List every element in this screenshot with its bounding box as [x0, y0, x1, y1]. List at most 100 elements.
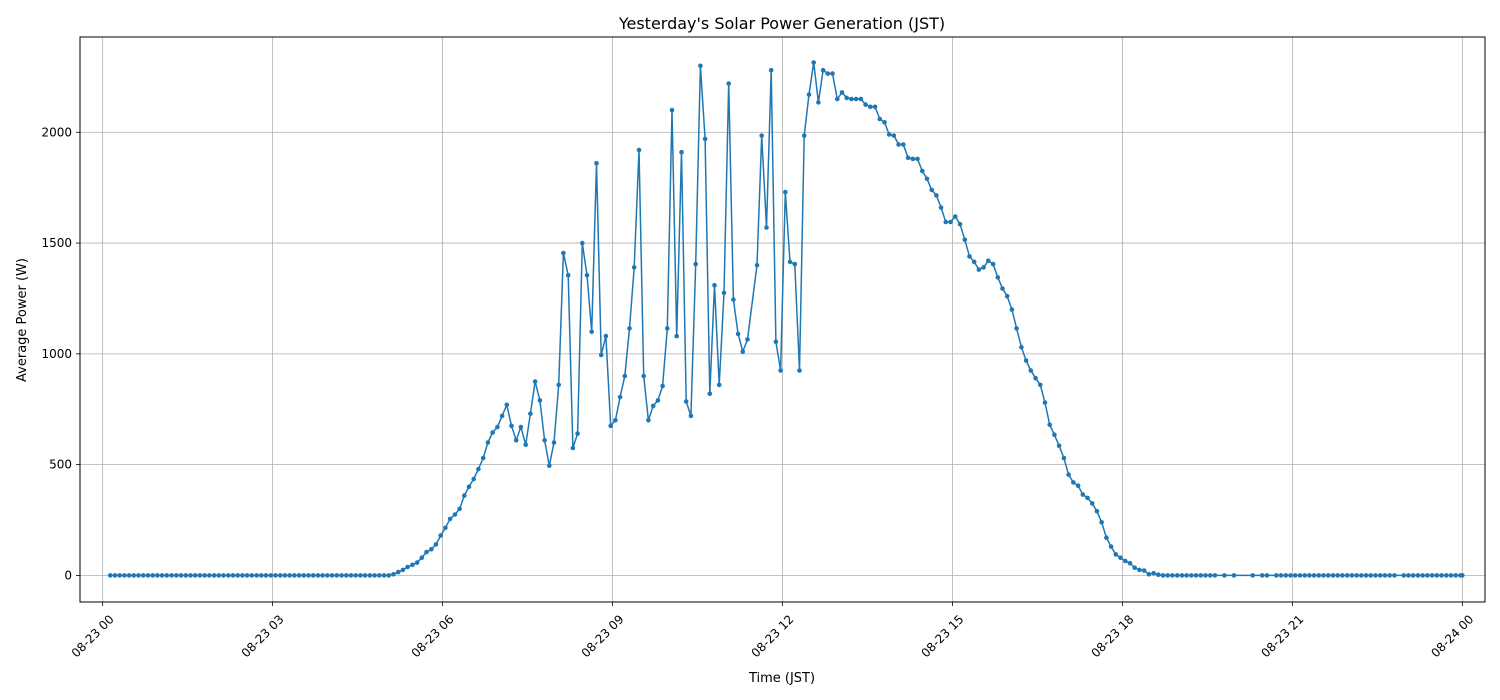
x-tick-label: 08-23 15	[918, 612, 966, 660]
data-point	[122, 573, 127, 578]
data-point	[424, 549, 429, 555]
data-point	[594, 161, 599, 166]
data-point	[254, 573, 259, 578]
data-point	[277, 573, 283, 578]
data-point	[1170, 573, 1175, 578]
data-point	[126, 573, 132, 578]
data-point	[306, 573, 311, 578]
data-point	[1460, 573, 1465, 578]
data-point	[556, 382, 561, 388]
x-tick-label: 08-23 06	[409, 612, 457, 660]
data-point	[240, 573, 245, 578]
data-point	[806, 92, 812, 97]
data-point	[1302, 573, 1307, 578]
x-tick-label: 08-23 21	[1258, 612, 1306, 660]
data-point	[211, 573, 217, 578]
data-point	[485, 440, 491, 445]
data-point	[1089, 501, 1095, 506]
data-point	[1193, 573, 1199, 578]
data-point	[830, 71, 835, 76]
data-point	[386, 573, 392, 578]
data-point	[249, 573, 255, 578]
y-tick-label: 500	[49, 458, 72, 472]
data-point	[226, 573, 231, 578]
data-point	[325, 573, 330, 578]
data-point	[1156, 572, 1161, 577]
data-point	[1189, 573, 1194, 578]
data-point	[1056, 443, 1062, 449]
data-point	[693, 261, 698, 267]
data-point	[570, 445, 576, 451]
data-point	[358, 573, 363, 578]
data-point	[948, 219, 953, 225]
data-point	[778, 368, 783, 373]
data-point	[1033, 375, 1038, 381]
data-point	[221, 573, 226, 578]
data-point	[1283, 573, 1289, 578]
data-point	[339, 573, 344, 578]
data-point	[967, 254, 972, 259]
data-point	[1151, 570, 1156, 576]
data-point	[202, 573, 207, 578]
data-point	[419, 555, 425, 560]
data-point	[1359, 573, 1364, 578]
data-point	[886, 132, 892, 137]
data-point	[292, 573, 297, 578]
data-point	[1382, 573, 1388, 578]
data-point	[1274, 573, 1279, 578]
data-point	[405, 564, 410, 570]
data-point	[957, 221, 963, 227]
data-point	[523, 442, 528, 448]
data-point	[547, 463, 552, 469]
data-point	[107, 573, 113, 578]
data-point	[344, 573, 349, 578]
data-point	[1099, 519, 1104, 525]
data-point	[1061, 455, 1067, 461]
data-point	[1453, 573, 1458, 578]
data-point	[301, 573, 307, 578]
data-point	[801, 133, 807, 138]
data-point	[372, 573, 377, 578]
data-point	[117, 573, 122, 578]
data-point	[320, 573, 325, 578]
data-point	[1014, 326, 1019, 331]
data-point	[1085, 495, 1090, 501]
data-point	[1023, 358, 1029, 363]
data-point	[735, 331, 741, 337]
data-point	[1368, 573, 1373, 578]
x-axis-label: Time (JST)	[748, 671, 815, 686]
data-point	[296, 573, 302, 578]
data-point	[745, 337, 750, 342]
data-point	[410, 562, 415, 568]
data-point	[542, 438, 547, 443]
data-point	[698, 63, 703, 69]
data-point	[674, 333, 679, 339]
data-point	[1075, 483, 1081, 489]
data-point	[1330, 573, 1336, 578]
data-point	[613, 418, 618, 423]
data-point	[1434, 573, 1440, 578]
data-point	[1444, 573, 1449, 578]
data-point	[480, 455, 486, 461]
data-point	[159, 573, 165, 578]
data-point	[825, 71, 831, 76]
data-point	[768, 67, 774, 73]
data-point	[938, 205, 944, 210]
data-point	[509, 423, 514, 429]
data-point	[197, 573, 203, 578]
data-point	[716, 382, 722, 388]
chart-title: Yesterday's Solar Power Generation (JST)	[618, 14, 945, 33]
data-point	[617, 394, 623, 400]
data-point	[348, 573, 354, 578]
data-point	[1307, 573, 1312, 578]
data-point	[287, 573, 292, 578]
data-point	[155, 573, 160, 578]
data-point	[816, 100, 821, 105]
data-point	[1004, 293, 1010, 299]
data-point	[1038, 382, 1043, 388]
data-point	[495, 424, 500, 430]
y-tick-label: 0	[64, 568, 72, 582]
data-point	[622, 373, 628, 379]
data-point	[353, 573, 359, 578]
data-point	[1207, 573, 1213, 578]
